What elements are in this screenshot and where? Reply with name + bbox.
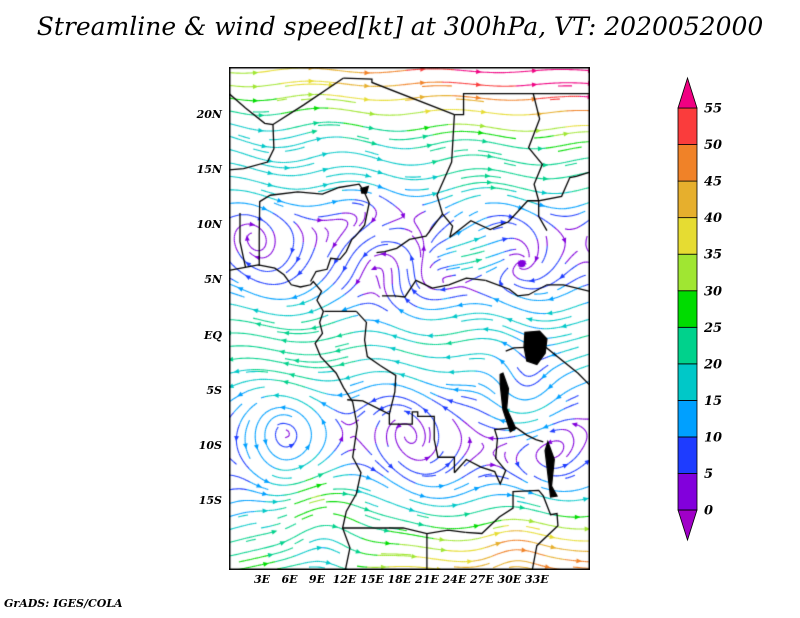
lon-tick-label: 33E [524,573,549,586]
lat-tick-label: 10S [198,439,222,453]
colorbar-band [677,290,698,328]
lat-tick-label: EQ [204,328,222,342]
colorbar-band [677,363,698,401]
lon-tick-label: 3E [253,573,270,586]
colorbar-band [677,253,698,292]
lon-tick-label: 27E [470,573,494,586]
colorbar-band [677,144,698,182]
colorbar-tick-label: 0 [704,504,713,519]
colorbar-tick-label: 45 [704,175,722,190]
colorbar-tick-label: 55 [704,102,722,117]
lon-tick-label: 12E [332,573,357,586]
streamline-map-canvas [229,67,590,570]
lat-tick-label: 10N [196,218,222,232]
lon-tick-label: 30E [497,573,522,586]
lon-tick-label: 6E [281,573,298,586]
colorbar-bottom-arrow [677,509,698,542]
wind-speed-colorbar: 0 5 10 15 20 25 30 35 40 45 50 55 [677,76,722,542]
lat-tick-label: 15N [196,162,222,176]
lat-tick-label: 20N [196,107,222,121]
colorbar-tick-label: 40 [704,211,722,226]
lon-tick-label: 18E [387,573,412,586]
lon-tick-label: 24E [442,573,467,586]
colorbar-band [677,326,698,365]
colorbar-band [677,399,698,438]
colorbar-tick-label: 30 [704,284,722,299]
colorbar-tick-label: 50 [704,138,722,153]
colorbar-band [677,473,698,511]
colorbar-band [677,180,698,219]
colorbar-tick-label: 35 [704,248,722,263]
colorbar-top-arrow [677,76,698,109]
lon-tick-label: 15E [360,573,384,586]
colorbar-tick-label: 25 [703,321,722,336]
colorbar-band [677,107,698,145]
lon-tick-label: 21E [415,573,439,586]
lat-tick-label: 15S [198,494,222,508]
colorbar-tick-label: 5 [704,467,713,482]
grads-credit: GrADS: IGES/COLA [4,597,123,610]
colorbar-tick-label: 10 [704,430,722,445]
colorbar-band [677,436,698,474]
lat-tick-label: 5S [206,383,222,397]
colorbar-tick-label: 15 [704,394,722,409]
chart-title: Streamline & wind speed[kt] at 300hPa, V… [36,12,764,41]
colorbar-band [677,217,698,255]
lon-tick-label: 9E [308,573,325,586]
colorbar-tick-label: 20 [703,357,722,372]
lat-tick-label: 5N [204,273,222,287]
